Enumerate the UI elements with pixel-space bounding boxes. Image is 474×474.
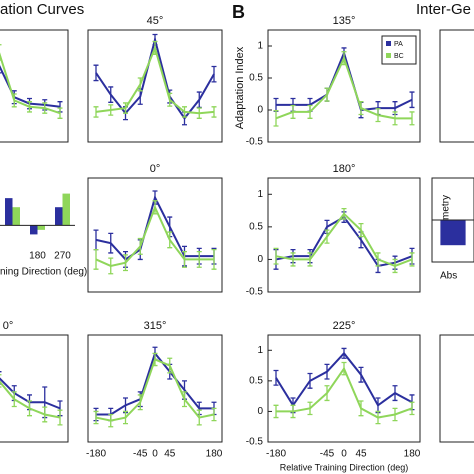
plot-frame: [267, 334, 421, 443]
plot-frame: [0, 29, 69, 143]
y-tick-label: 0: [257, 105, 263, 116]
y-tick-label: 1: [257, 345, 263, 356]
y-tick-label: -0.5: [246, 137, 264, 148]
error-bar: [409, 252, 415, 267]
x-axis-label: Relative Training Direction (deg): [280, 462, 409, 472]
series-line: [95, 204, 214, 267]
y-tick-label: 0: [257, 406, 263, 417]
panel-title: 135°: [333, 15, 356, 27]
figure-title-fragment: ation Curves: [0, 1, 84, 18]
panel-title: 45°: [147, 15, 164, 27]
right-title-fragment: Inter-Ge: [416, 1, 471, 18]
series-line: [0, 377, 61, 410]
bar: [440, 220, 466, 246]
error-bar: [57, 409, 63, 426]
x-tick-label: -180: [266, 449, 286, 460]
legend-label: PA: [394, 41, 403, 48]
series-line: [0, 64, 61, 108]
legend-swatch: [386, 41, 391, 46]
y-tick-label: 0.5: [249, 221, 263, 232]
panel-title: 180°: [333, 163, 356, 175]
plot-frame: [87, 334, 223, 443]
bar: [55, 207, 63, 226]
plot-frame: [0, 334, 69, 443]
series-line: [276, 366, 413, 419]
error-bar: [211, 407, 217, 422]
series-line: [95, 194, 214, 261]
panel-title: 0°: [3, 320, 14, 332]
bar: [62, 193, 70, 226]
y-tick-label: 1: [257, 41, 263, 52]
y-tick-label: -0.5: [246, 437, 264, 448]
x-tick-label: 0: [341, 449, 347, 460]
error-bar: [93, 249, 99, 270]
error-bar: [0, 374, 2, 388]
bar: [12, 207, 20, 226]
y-axis-label: Adaptation Index: [234, 46, 246, 129]
y-tick-label: 0.5: [249, 375, 263, 386]
asym-x-fragment: Abs: [440, 271, 457, 282]
cropped-axes: [439, 29, 474, 443]
y-tick-label: 0: [257, 254, 263, 265]
panel-title: 315°: [144, 320, 167, 332]
x-tick-label: -45: [133, 449, 148, 460]
y-tick-label: 0.5: [249, 73, 263, 84]
plot-frame: [87, 29, 223, 143]
x-tick-label: -180: [86, 449, 106, 460]
series-line: [275, 212, 413, 268]
legend-box: [381, 35, 417, 65]
series-line: [275, 55, 412, 120]
x-tick-label: -45: [320, 449, 335, 460]
x-tick-label: 180: [29, 251, 46, 262]
series-line: [0, 380, 61, 419]
series-line: [0, 52, 61, 115]
left-x-label-fragment: ning Direction (deg): [0, 267, 87, 278]
legend-label: BC: [394, 53, 404, 60]
x-tick-label: 0: [152, 449, 158, 460]
series-line: [95, 35, 215, 121]
x-tick-label: 45: [164, 449, 176, 460]
legend-swatch: [386, 53, 391, 58]
plot-frame: [267, 29, 421, 143]
y-tick-label: 1: [257, 189, 263, 200]
x-tick-label: 180: [206, 449, 223, 460]
x-tick-label: 180: [404, 449, 421, 460]
x-tick-label: 45: [355, 449, 367, 460]
bar: [30, 225, 38, 235]
panel-label: B: [232, 2, 245, 22]
x-tick-label: 270: [54, 251, 71, 262]
bar: [37, 225, 45, 230]
panel-title: 225°: [333, 320, 356, 332]
series-line: [95, 44, 215, 115]
bar: [5, 198, 13, 226]
plot-frame: [267, 177, 421, 293]
series-line: [95, 358, 215, 422]
plot-frame: [87, 177, 223, 293]
panel-title: 0°: [150, 163, 161, 175]
series-line: [275, 351, 413, 408]
y-tick-label: -0.5: [246, 287, 264, 298]
